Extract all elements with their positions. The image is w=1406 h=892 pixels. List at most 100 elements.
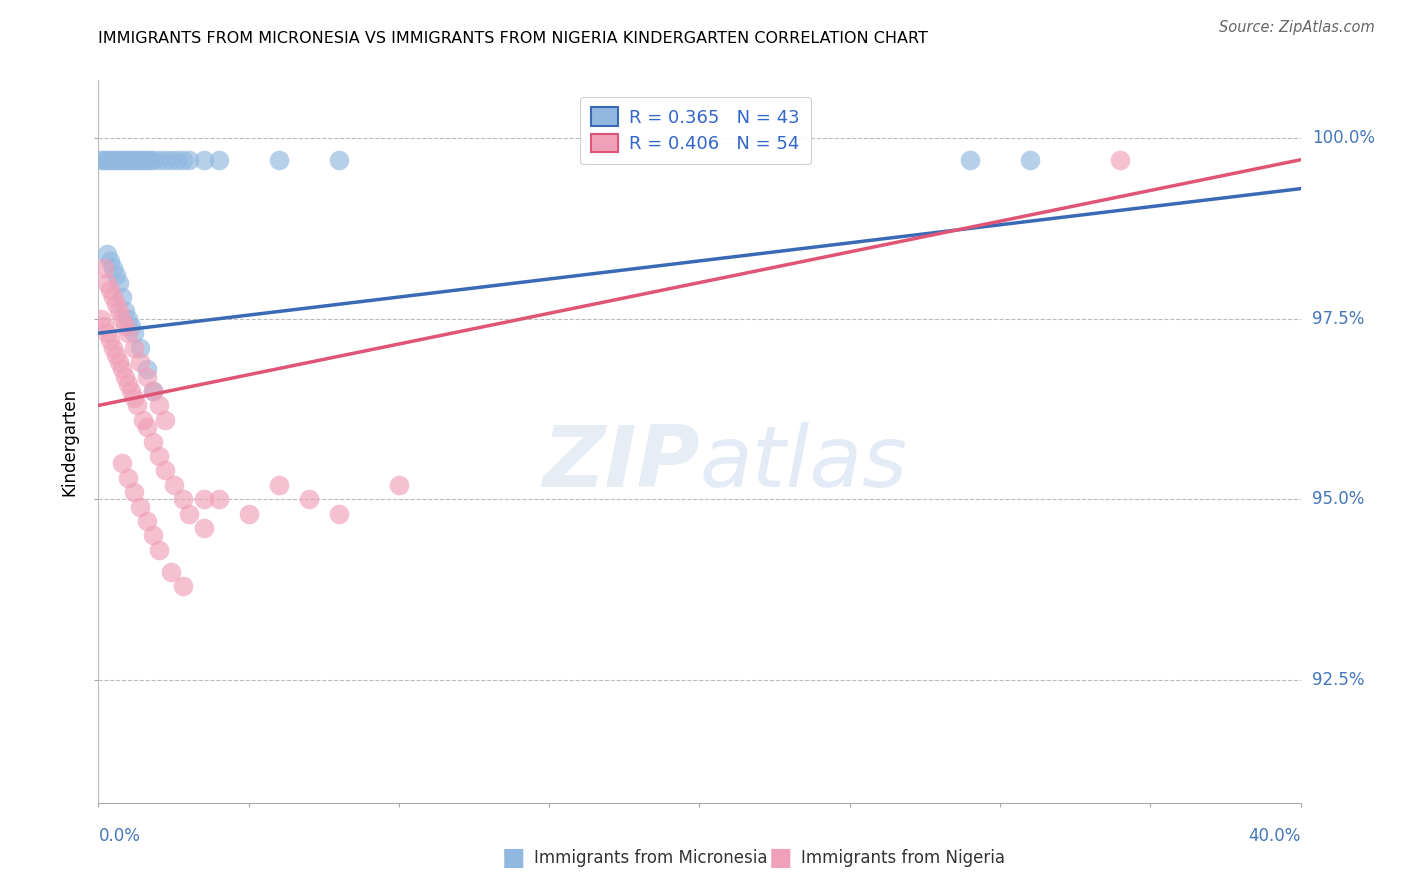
Point xyxy=(141,153,163,167)
Point xyxy=(388,478,411,492)
Point xyxy=(124,326,146,341)
Point xyxy=(148,153,170,167)
Point xyxy=(108,355,131,369)
Text: 40.0%: 40.0% xyxy=(1249,827,1301,845)
Point xyxy=(90,153,112,167)
Text: ■: ■ xyxy=(502,847,524,870)
Point xyxy=(153,413,176,427)
Point xyxy=(93,153,115,167)
Text: 92.5%: 92.5% xyxy=(1312,671,1364,689)
Point xyxy=(103,153,125,167)
Point xyxy=(193,492,215,507)
Y-axis label: Kindergarten: Kindergarten xyxy=(60,387,79,496)
Point xyxy=(103,341,125,355)
Point xyxy=(124,341,146,355)
Point xyxy=(124,153,146,167)
Point xyxy=(298,492,321,507)
Point xyxy=(135,420,157,434)
Point xyxy=(127,399,149,413)
Point xyxy=(108,153,131,167)
Point xyxy=(117,311,139,326)
Text: 100.0%: 100.0% xyxy=(1312,129,1375,147)
Point xyxy=(208,153,231,167)
Point xyxy=(121,384,143,398)
Point xyxy=(108,276,131,290)
Point xyxy=(93,261,115,276)
Point xyxy=(114,318,136,333)
Point xyxy=(135,362,157,376)
Legend: R = 0.365   N = 43, R = 0.406   N = 54: R = 0.365 N = 43, R = 0.406 N = 54 xyxy=(581,96,811,164)
Point xyxy=(103,290,125,304)
Point xyxy=(117,326,139,341)
Point xyxy=(132,153,155,167)
Point xyxy=(129,355,152,369)
Point xyxy=(117,153,139,167)
Point xyxy=(129,500,152,514)
Point xyxy=(105,153,128,167)
Text: Immigrants from Nigeria: Immigrants from Nigeria xyxy=(801,849,1005,867)
Point xyxy=(100,254,122,268)
Point xyxy=(93,318,115,333)
Point xyxy=(177,507,200,521)
Point xyxy=(177,153,200,167)
Text: ZIP: ZIP xyxy=(541,422,699,505)
Text: 95.0%: 95.0% xyxy=(1312,491,1364,508)
Point xyxy=(127,153,149,167)
Point xyxy=(166,153,188,167)
Point xyxy=(117,376,139,391)
Point xyxy=(114,369,136,384)
Point xyxy=(267,153,290,167)
Point xyxy=(135,369,157,384)
Point xyxy=(148,399,170,413)
Point xyxy=(132,413,155,427)
Point xyxy=(208,492,231,507)
Point xyxy=(135,514,157,528)
Point xyxy=(1019,153,1042,167)
Point xyxy=(103,261,125,276)
Point xyxy=(111,456,134,470)
Text: IMMIGRANTS FROM MICRONESIA VS IMMIGRANTS FROM NIGERIA KINDERGARTEN CORRELATION C: IMMIGRANTS FROM MICRONESIA VS IMMIGRANTS… xyxy=(98,31,928,46)
Point xyxy=(162,478,184,492)
Point xyxy=(148,543,170,558)
Point xyxy=(141,384,163,398)
Point xyxy=(1109,153,1132,167)
Point xyxy=(141,528,163,542)
Point xyxy=(96,326,118,341)
Point xyxy=(172,153,194,167)
Point xyxy=(159,153,181,167)
Text: ■: ■ xyxy=(769,847,792,870)
Text: Immigrants from Micronesia: Immigrants from Micronesia xyxy=(534,849,768,867)
Point xyxy=(141,384,163,398)
Point xyxy=(111,153,134,167)
Point xyxy=(193,153,215,167)
Point xyxy=(121,153,143,167)
Text: atlas: atlas xyxy=(699,422,907,505)
Point xyxy=(238,507,260,521)
Point xyxy=(100,283,122,297)
Text: Source: ZipAtlas.com: Source: ZipAtlas.com xyxy=(1219,20,1375,35)
Point xyxy=(108,304,131,318)
Point xyxy=(138,153,160,167)
Point xyxy=(153,463,176,477)
Point xyxy=(117,471,139,485)
Point xyxy=(100,153,122,167)
Point xyxy=(114,153,136,167)
Point xyxy=(148,449,170,463)
Point xyxy=(90,311,112,326)
Point xyxy=(111,311,134,326)
Point xyxy=(129,153,152,167)
Point xyxy=(129,341,152,355)
Point xyxy=(100,334,122,348)
Point xyxy=(96,276,118,290)
Point xyxy=(96,246,118,260)
Point xyxy=(114,304,136,318)
Point xyxy=(121,318,143,333)
Point xyxy=(135,153,157,167)
Point xyxy=(96,153,118,167)
Point xyxy=(111,362,134,376)
Point xyxy=(124,485,146,500)
Point xyxy=(124,391,146,405)
Point xyxy=(105,348,128,362)
Text: 97.5%: 97.5% xyxy=(1312,310,1364,327)
Point xyxy=(193,521,215,535)
